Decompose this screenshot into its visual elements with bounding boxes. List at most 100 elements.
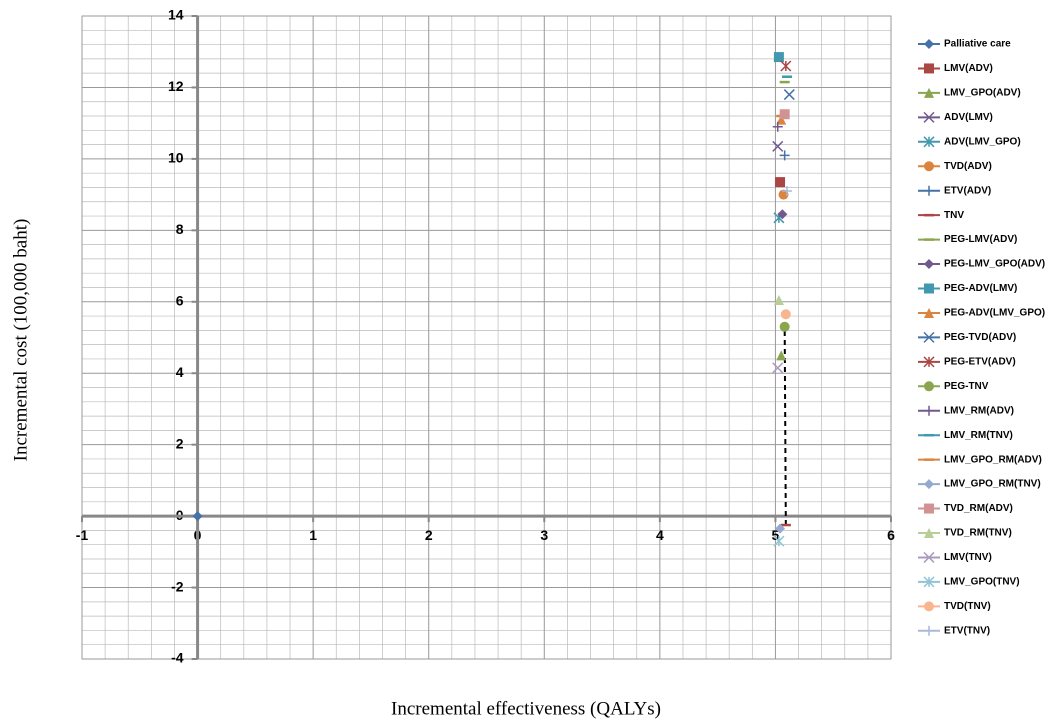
legend-label: TVD(ADV) bbox=[944, 161, 992, 172]
point bbox=[779, 321, 790, 332]
legend-entry: TVD(ADV) bbox=[918, 161, 992, 172]
legend-entry: ADV(LMV) bbox=[918, 111, 993, 123]
legend-entry: TVD(TNV) bbox=[918, 601, 991, 612]
legend-label: PEG-LMV_GPO(ADV) bbox=[944, 259, 1045, 270]
legend-label: TVD_RM(ADV) bbox=[944, 503, 1013, 514]
legend-entry: LMV(TNV) bbox=[918, 551, 992, 563]
y-tick-label: 12 bbox=[168, 78, 184, 94]
point bbox=[772, 362, 784, 374]
x-tick-label: 5 bbox=[772, 527, 780, 543]
legend-entry: PEG-LMV(ADV) bbox=[918, 234, 1017, 245]
legend-label: LMV_GPO_RM(ADV) bbox=[944, 454, 1042, 465]
legend-entry: PEG-ADV(LMV_GPO) bbox=[918, 308, 1045, 319]
y-tick-label: 4 bbox=[176, 364, 184, 380]
y-tick-label: 14 bbox=[168, 7, 184, 23]
legend-label: ADV(LMV) bbox=[944, 112, 993, 123]
point bbox=[776, 350, 787, 361]
y-tick-label: 6 bbox=[176, 292, 184, 308]
legend-marker bbox=[924, 601, 934, 612]
x-tick-label: 2 bbox=[425, 527, 433, 543]
legend-label: Palliative care bbox=[944, 39, 1011, 50]
legend-entry: PEG-TVD(ADV) bbox=[918, 331, 1016, 343]
x-tick-label: -1 bbox=[76, 527, 89, 543]
legend-entry: TVD_RM(ADV) bbox=[918, 503, 1013, 514]
legend-marker bbox=[924, 283, 934, 294]
legend-entry: TNV bbox=[918, 210, 964, 221]
legend-entry: ETV(ADV) bbox=[918, 185, 991, 196]
legend-marker bbox=[924, 161, 934, 172]
legend-marker bbox=[924, 503, 934, 514]
legend-label: TVD(TNV) bbox=[944, 601, 991, 612]
legend-entry: PEG-ETV(ADV) bbox=[918, 356, 1016, 367]
legend-entry: LMV_GPO_RM(TNV) bbox=[918, 479, 1041, 490]
legend-label: PEG-ADV(LMV_GPO) bbox=[944, 308, 1045, 319]
legend-marker bbox=[924, 307, 934, 318]
legend-marker bbox=[923, 111, 935, 123]
legend-label: ETV(ADV) bbox=[944, 185, 991, 196]
legend-marker bbox=[924, 405, 934, 416]
x-axis-title: Incremental effectiveness (QALYs) bbox=[391, 698, 661, 719]
legend-label: TVD_RM(TNV) bbox=[944, 528, 1012, 539]
legend-marker bbox=[924, 528, 934, 538]
legend-marker bbox=[924, 63, 934, 74]
point bbox=[780, 60, 792, 72]
legend-label: LMV(ADV) bbox=[944, 63, 993, 74]
point bbox=[781, 186, 792, 197]
legend-marker bbox=[923, 551, 935, 563]
point bbox=[783, 89, 795, 101]
x-tick-label: 4 bbox=[656, 527, 664, 543]
legend-entry: PEG-ADV(LMV) bbox=[918, 283, 1017, 294]
legend-entry: LMV_GPO_RM(ADV) bbox=[918, 454, 1042, 465]
legend-entry: ADV(LMV_GPO) bbox=[918, 136, 1021, 147]
point bbox=[773, 294, 784, 305]
legend-label: LMV_GPO(TNV) bbox=[944, 577, 1020, 588]
point bbox=[775, 523, 786, 534]
legend-marker bbox=[923, 136, 935, 148]
legend-marker bbox=[924, 479, 934, 490]
point bbox=[775, 177, 786, 188]
legend-label: PEG-TVD(ADV) bbox=[944, 332, 1016, 343]
point bbox=[773, 535, 785, 547]
legend-marker bbox=[924, 39, 934, 49]
legend-label: TNV bbox=[944, 210, 964, 221]
legend-marker bbox=[924, 259, 934, 270]
point bbox=[778, 189, 789, 200]
point bbox=[779, 150, 790, 161]
y-tick-label: 8 bbox=[176, 221, 184, 237]
point bbox=[776, 114, 787, 125]
x-tick-label: 6 bbox=[887, 527, 895, 543]
point bbox=[773, 52, 784, 63]
legend-label: PEG-TNV bbox=[944, 381, 989, 392]
legend-entry: ETV(TNV) bbox=[918, 625, 990, 636]
legend-entry: LMV(ADV) bbox=[918, 63, 993, 74]
legend-label: ADV(LMV_GPO) bbox=[944, 136, 1021, 147]
plot-area bbox=[81, 15, 892, 660]
legend-marker bbox=[923, 356, 935, 368]
legend-entry: PEG-TNV bbox=[918, 381, 989, 392]
point bbox=[779, 109, 790, 120]
legend-entry: LMV_RM(TNV) bbox=[918, 430, 1013, 441]
y-tick-label: 2 bbox=[176, 435, 184, 451]
legend-entry: LMV_GPO(TNV) bbox=[918, 576, 1020, 588]
legend-label: PEG-LMV(ADV) bbox=[944, 234, 1017, 245]
legend-label: LMV_RM(TNV) bbox=[944, 430, 1013, 441]
point bbox=[772, 140, 784, 152]
x-tick-label: 3 bbox=[540, 527, 548, 543]
legend-marker bbox=[924, 625, 934, 636]
frontier-line bbox=[783, 326, 787, 526]
y-axis-title: Incremental cost (100,000 baht) bbox=[10, 219, 31, 462]
legend-entry: LMV_GPO(ADV) bbox=[918, 88, 1021, 99]
legend-label: LMV(TNV) bbox=[944, 552, 992, 563]
legend-marker bbox=[924, 87, 934, 98]
legend-marker bbox=[924, 381, 934, 392]
point bbox=[192, 511, 203, 522]
legend-label: PEG-ETV(ADV) bbox=[944, 356, 1016, 367]
legend-label: LMV_GPO(ADV) bbox=[944, 88, 1021, 99]
legend-label: LMV_RM(ADV) bbox=[944, 405, 1014, 416]
point bbox=[777, 209, 788, 220]
legend-label: PEG-ADV(LMV) bbox=[944, 283, 1017, 294]
y-tick-label: -2 bbox=[171, 578, 184, 594]
legend-entry: TVD_RM(TNV) bbox=[918, 528, 1012, 539]
